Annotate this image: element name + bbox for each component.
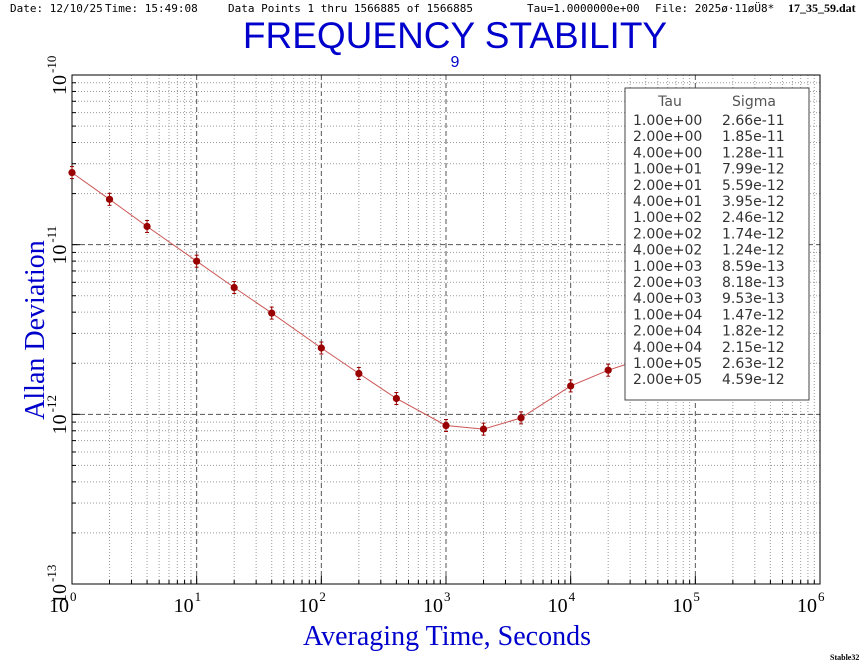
x-tick-label: 10 (548, 595, 568, 617)
table-cell-tau: 4.00e+04 (633, 340, 702, 356)
x-tick-exponent: 5 (693, 589, 700, 604)
y-tick-label-group: 10-12 (44, 395, 71, 434)
table-cell-tau: 2.00e+03 (633, 275, 702, 291)
table-cell-tau: 2.00e+01 (633, 178, 702, 194)
header-points: Data Points 1 thru 1566885 of 1566885 (228, 2, 473, 15)
x-tick-exponent: 2 (319, 589, 326, 604)
table-header-sigma: Sigma (732, 94, 776, 110)
table-cell-tau: 1.00e+05 (633, 356, 702, 372)
data-point (105, 195, 114, 203)
table-header-tau: Tau (657, 94, 682, 110)
y-tick-exponent: -12 (44, 395, 59, 412)
data-point (317, 344, 325, 352)
table-cell-sigma: 7.99e-12 (722, 162, 785, 178)
table-cell-tau: 1.00e+02 (633, 210, 702, 226)
y-tick-exponent: -10 (44, 56, 59, 73)
table-cell-tau: 4.00e+02 (633, 243, 702, 259)
y-tick-exponent: -11 (44, 226, 59, 243)
software-label: Stable32 (830, 653, 859, 662)
data-point (392, 394, 400, 403)
y-axis-label: Allan Deviation (20, 240, 51, 420)
table-cell-tau: 1.00e+00 (633, 113, 702, 129)
header-tau: Tau=1.0000000e+00 (527, 2, 640, 15)
table-cell-sigma: 1.85e-11 (722, 129, 785, 145)
table-cell-tau: 4.00e+03 (633, 291, 702, 307)
data-point (68, 168, 76, 177)
table-cell-sigma: 5.59e-12 (722, 178, 785, 194)
table-cell-sigma: 2.66e-11 (722, 113, 785, 129)
table-cell-tau: 2.00e+04 (633, 324, 702, 340)
table-cell-tau: 2.00e+05 (633, 372, 702, 388)
y-tick-label: 10 (49, 414, 71, 434)
y-tick-label: 10 (49, 584, 71, 604)
table-cell-sigma: 1.28e-11 (722, 145, 785, 161)
x-tick-exponent: 1 (195, 589, 202, 604)
header-file-prefix: File: 2025ø·11øÜ8* (655, 2, 774, 15)
x-tick-exponent: 4 (569, 589, 576, 604)
x-axis-label: Averaging Time, Seconds (303, 621, 591, 652)
header-date: Date: 12/10/25 (10, 2, 103, 15)
data-table-frame (624, 87, 810, 401)
x-tick-exponent: 3 (444, 589, 451, 604)
table-cell-sigma: 2.63e-12 (722, 356, 785, 372)
table-cell-sigma: 3.95e-12 (722, 194, 785, 210)
y-tick-exponent: -13 (44, 565, 59, 582)
table-cell-sigma: 8.18e-13 (722, 275, 785, 291)
table-cell-tau: 2.00e+00 (633, 129, 702, 145)
table-cell-sigma: 9.53e-13 (722, 291, 785, 307)
x-tick-exponent: 0 (70, 589, 77, 604)
x-tick-labels: 10 0 10 1 10 2 10 3 10 4 10 5 10 6 (49, 589, 825, 617)
y-tick-label-group: 10-13 (44, 565, 71, 604)
data-point (143, 222, 151, 231)
table-cell-tau: 2.00e+02 (633, 226, 702, 242)
x-tick-label: 10 (174, 595, 194, 617)
data-point (442, 421, 450, 430)
data-point (230, 283, 238, 292)
table-cell-tau: 1.00e+04 (633, 307, 702, 323)
data-table: Tau Sigma 1.00e+00 2.66e-11 2.00e+00 1.85e-… (624, 87, 810, 401)
table-cell-tau: 1.00e+03 (633, 259, 702, 275)
data-point (604, 366, 612, 374)
x-tick-label: 10 (298, 595, 318, 617)
y-tick-label: 10 (49, 75, 71, 95)
x-tick-label: 10 (49, 595, 69, 617)
table-cell-tau: 4.00e+01 (633, 194, 702, 210)
chart-subtitle: 9 (451, 54, 460, 71)
data-point (355, 369, 363, 378)
table-cell-sigma: 8.59e-13 (722, 259, 785, 275)
y-tick-label: 10 (49, 245, 71, 265)
table-cell-sigma: 4.59e-12 (722, 372, 785, 388)
data-point (567, 382, 575, 390)
table-cell-sigma: 2.46e-12 (722, 210, 785, 226)
data-point (193, 257, 201, 265)
header-time: Time: 15:49:08 (105, 2, 198, 15)
chart-title: FREQUENCY STABILITY (243, 15, 667, 56)
y-tick-label-group: 10-10 (44, 56, 71, 95)
axis-ticks (72, 82, 815, 584)
table-cell-sigma: 2.15e-12 (722, 340, 785, 356)
data-point (517, 414, 525, 422)
header-file-name: 17_35_59.dat (788, 1, 856, 15)
x-tick-label: 10 (672, 595, 692, 617)
table-cell-sigma: 1.24e-12 (722, 243, 785, 259)
table-cell-sigma: 1.74e-12 (722, 226, 785, 242)
table-cell-sigma: 1.82e-12 (722, 324, 785, 340)
x-tick-label: 10 (797, 595, 817, 617)
table-cell-sigma: 1.47e-12 (722, 307, 785, 323)
table-cell-tau: 4.00e+00 (633, 145, 702, 161)
x-tick-exponent: 6 (818, 589, 825, 604)
data-point (479, 425, 488, 433)
data-point (268, 309, 276, 317)
table-cell-tau: 1.00e+01 (633, 162, 702, 178)
x-tick-label: 10 (423, 595, 443, 617)
y-tick-label-group: 10-11 (44, 226, 71, 265)
